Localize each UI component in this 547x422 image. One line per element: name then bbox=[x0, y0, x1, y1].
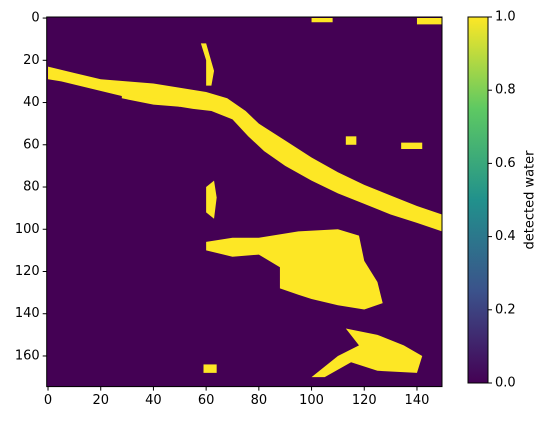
y-tick-label: 120 bbox=[15, 264, 40, 279]
y-tick-label: 0 bbox=[31, 11, 39, 26]
y-tick-label: 80 bbox=[23, 180, 40, 195]
colorbar bbox=[467, 16, 489, 384]
x-tick-label: 60 bbox=[198, 393, 215, 408]
x-tick-label: 120 bbox=[352, 393, 377, 408]
water-region bbox=[203, 364, 217, 373]
x-tick-label: 140 bbox=[405, 393, 430, 408]
water-region bbox=[311, 328, 423, 378]
water-region bbox=[48, 66, 442, 232]
water-region bbox=[206, 229, 383, 310]
colorbar-tick-label: 0.8 bbox=[495, 83, 516, 98]
x-tick-label: 80 bbox=[251, 393, 268, 408]
colorbar-tick-label: 0.4 bbox=[495, 229, 516, 244]
water-region bbox=[121, 94, 201, 107]
x-tick-label: 100 bbox=[299, 393, 324, 408]
y-tick-label: 100 bbox=[15, 222, 40, 237]
water-region bbox=[200, 43, 215, 86]
x-tick-label: 0 bbox=[44, 393, 52, 408]
image bbox=[46, 17, 442, 387]
colorbar-tick-label: 1.0 bbox=[495, 10, 516, 25]
y-tick-label: 40 bbox=[23, 95, 40, 110]
x-tick-label: 20 bbox=[92, 393, 109, 408]
colorbar-label: detected water bbox=[523, 150, 538, 250]
colorbar-tick-label: 0.2 bbox=[495, 302, 516, 317]
water-region bbox=[345, 136, 357, 145]
axes-frame bbox=[46, 16, 443, 388]
water-region bbox=[311, 18, 333, 23]
y-tick-label: 140 bbox=[15, 306, 40, 321]
water-region bbox=[401, 142, 423, 149]
y-tick-label: 160 bbox=[15, 348, 40, 363]
water-region bbox=[416, 18, 442, 25]
water-region bbox=[206, 180, 217, 219]
y-tick-label: 60 bbox=[23, 137, 40, 152]
colorbar-tick-label: 0.6 bbox=[495, 156, 516, 171]
y-tick-label: 20 bbox=[23, 53, 40, 68]
colorbar-tick-label: 0.0 bbox=[495, 376, 516, 391]
x-tick-label: 40 bbox=[145, 393, 162, 408]
